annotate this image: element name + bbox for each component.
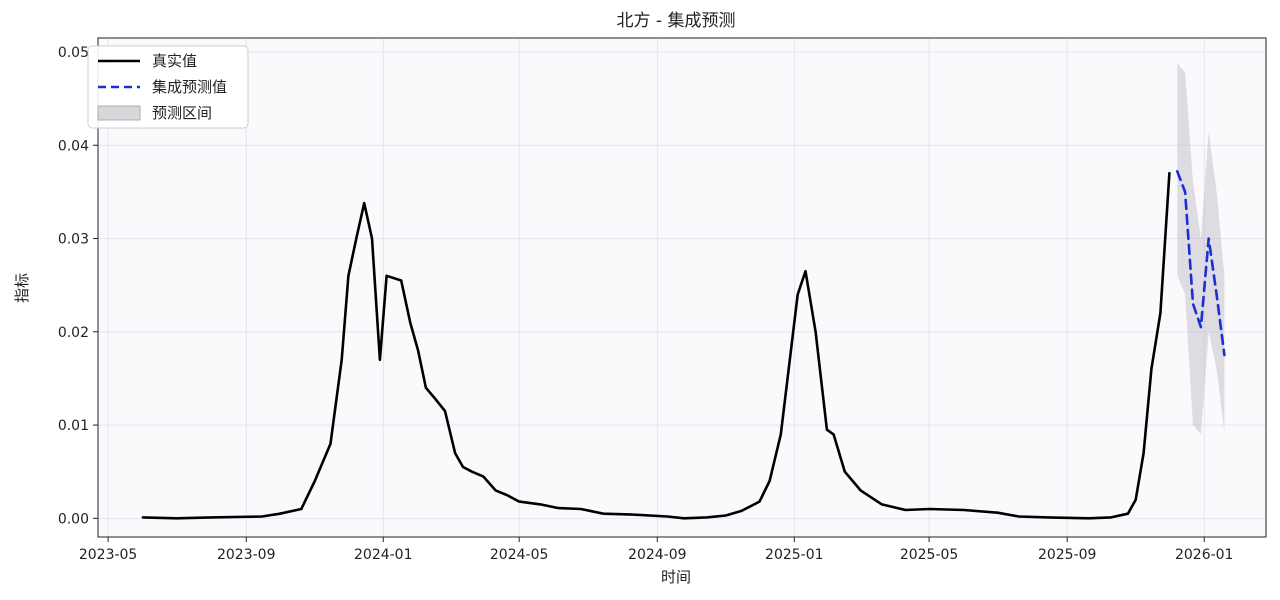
x-tick-label: 2024-01 xyxy=(354,547,413,563)
y-tick-label: 0.01 xyxy=(58,418,89,434)
x-tick-label: 2023-05 xyxy=(79,547,138,563)
y-tick-label: 0.00 xyxy=(58,511,89,527)
legend-swatch-interval xyxy=(97,105,141,121)
prediction-interval-band xyxy=(1177,63,1225,435)
ensemble-forecast-line xyxy=(1176,170,1226,357)
y-tick-label: 0.03 xyxy=(58,232,89,248)
x-axis-ticks: 2023-05 2023-09 2024-01 2024-05 2024-09 2025-… xyxy=(79,537,1234,563)
series-lines xyxy=(141,170,1226,520)
y-tick-label: 0.04 xyxy=(58,138,89,154)
y-axis-title: 指标 xyxy=(13,273,31,303)
x-tick-label: 2026-01 xyxy=(1175,547,1234,563)
y-tick-label: 0.02 xyxy=(58,325,89,341)
y-tick-label: 0.05 xyxy=(58,45,89,61)
legend-label-ensemble: 集成预测值 xyxy=(152,78,227,96)
prediction-interval-area xyxy=(1177,63,1225,435)
x-tick-label: 2025-01 xyxy=(765,547,824,563)
legend-label-interval: 预测区间 xyxy=(152,104,212,122)
plot-area xyxy=(98,38,1266,537)
x-axis-title: 时间 xyxy=(661,568,691,586)
x-tick-label: 2023-09 xyxy=(217,547,276,563)
legend: 真实值 集成预测值 预测区间 xyxy=(87,45,249,129)
x-tick-label: 2025-05 xyxy=(900,547,959,563)
x-tick-label: 2024-09 xyxy=(628,547,687,563)
legend-label-actual: 真实值 xyxy=(152,52,197,70)
y-axis-ticks: 0.00 0.01 0.02 0.03 0.04 0.05 xyxy=(58,45,98,527)
x-tick-label: 2025-09 xyxy=(1038,547,1097,563)
plot-frame xyxy=(97,37,1267,538)
actual-value-line xyxy=(141,171,1171,520)
x-tick-label: 2024-05 xyxy=(490,547,549,563)
chart-title: 北方 - 集成预测 xyxy=(617,11,736,31)
